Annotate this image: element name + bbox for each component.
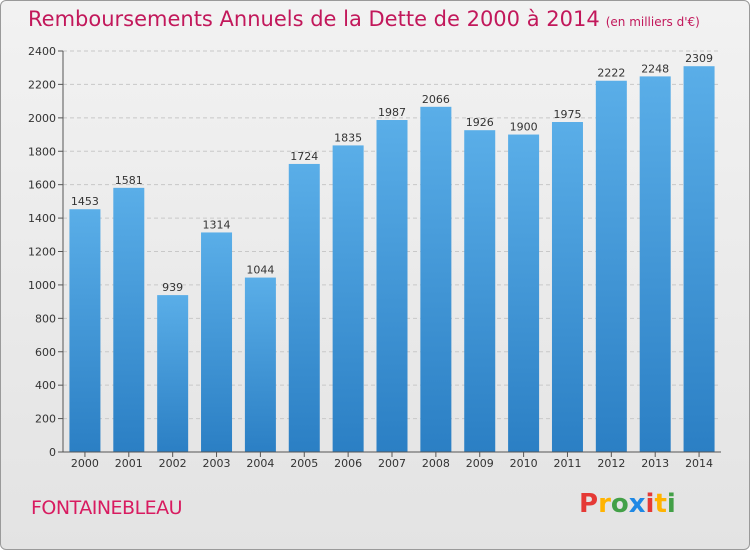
chart-title-main: Remboursements Annuels de la Dette de 20…	[28, 7, 600, 31]
x-tick-label: 2013	[641, 457, 669, 470]
y-tick-label: 200	[35, 413, 56, 426]
bar-2000	[69, 209, 101, 452]
bar-2013	[639, 76, 671, 452]
bar-value-label: 1987	[378, 106, 406, 119]
bar-2012	[595, 80, 627, 452]
x-tick-label: 2006	[334, 457, 362, 470]
x-tick-label: 2005	[290, 457, 318, 470]
chart-subtitle: (en milliers d'€)	[605, 15, 700, 29]
y-tick-label: 1600	[28, 179, 56, 192]
x-tick-label: 2004	[246, 457, 274, 470]
bar-value-label: 1926	[466, 116, 494, 129]
y-tick-label: 1200	[28, 246, 56, 259]
bar-2006	[332, 145, 364, 452]
bar-2014	[683, 66, 715, 452]
bar-2005	[288, 163, 320, 452]
x-tick-label: 2014	[685, 457, 713, 470]
bar-value-label: 1581	[115, 174, 143, 187]
x-tick-label: 2003	[203, 457, 231, 470]
bar-2009	[464, 130, 496, 452]
bar-2002	[157, 295, 189, 452]
bar-value-label: 2309	[685, 52, 713, 65]
x-tick-label: 2007	[378, 457, 406, 470]
x-tick-label: 2001	[115, 457, 143, 470]
bar-value-label: 2066	[422, 93, 450, 106]
proxiti-logo: Proxiti	[579, 489, 676, 519]
x-tick-label: 2009	[466, 457, 494, 470]
x-tick-label: 2010	[510, 457, 538, 470]
bar-2008	[420, 106, 452, 452]
bar-value-label: 2222	[597, 67, 625, 80]
bar-value-label: 939	[162, 281, 183, 294]
y-tick-label: 2400	[28, 45, 56, 58]
bar-value-label: 1314	[203, 218, 231, 231]
x-tick-label: 2008	[422, 457, 450, 470]
bar-value-label: 2248	[641, 62, 669, 75]
y-tick-label: 800	[35, 312, 56, 325]
x-tick-label: 2002	[159, 457, 187, 470]
bar-value-label: 1900	[510, 121, 538, 134]
bar-2007	[376, 120, 408, 452]
logo-letter: i	[645, 489, 655, 519]
x-tick-label: 2000	[71, 457, 99, 470]
bar-value-label: 1975	[553, 108, 581, 121]
logo-letter: x	[628, 489, 646, 519]
logo-letter: r	[598, 489, 611, 519]
bar-value-label: 1724	[290, 150, 318, 163]
x-tick-label: 2011	[553, 457, 581, 470]
y-tick-label: 1800	[28, 145, 56, 158]
logo-letter: i	[666, 489, 676, 519]
y-tick-label: 0	[49, 446, 56, 459]
bar-2004	[244, 277, 276, 452]
bar-value-label: 1835	[334, 131, 362, 144]
bar-value-label: 1044	[246, 264, 274, 277]
bar-2011	[551, 122, 583, 453]
y-tick-label: 400	[35, 379, 56, 392]
logo-letter: t	[654, 489, 667, 519]
logo-letter: P	[579, 489, 599, 519]
y-tick-label: 600	[35, 346, 56, 359]
axes	[58, 50, 721, 457]
chart-title: Remboursements Annuels de la Dette de 20…	[28, 7, 700, 31]
labels: 0 200 400 600 800 1000 1200 1400 1600 1800 2000 220…	[28, 45, 713, 470]
bars	[69, 66, 715, 453]
y-tick-label: 1400	[28, 212, 56, 225]
y-tick-label: 2200	[28, 78, 56, 91]
bar-2001	[113, 187, 145, 452]
y-tick-label: 1000	[28, 279, 56, 292]
bar-2010	[508, 134, 540, 452]
bar-2003	[201, 232, 233, 452]
commune-name: FONTAINEBLEAU	[31, 497, 183, 519]
logo-letter: o	[610, 489, 629, 519]
x-tick-label: 2012	[597, 457, 625, 470]
bar-value-label: 1453	[71, 195, 99, 208]
y-tick-label: 2000	[28, 112, 56, 125]
